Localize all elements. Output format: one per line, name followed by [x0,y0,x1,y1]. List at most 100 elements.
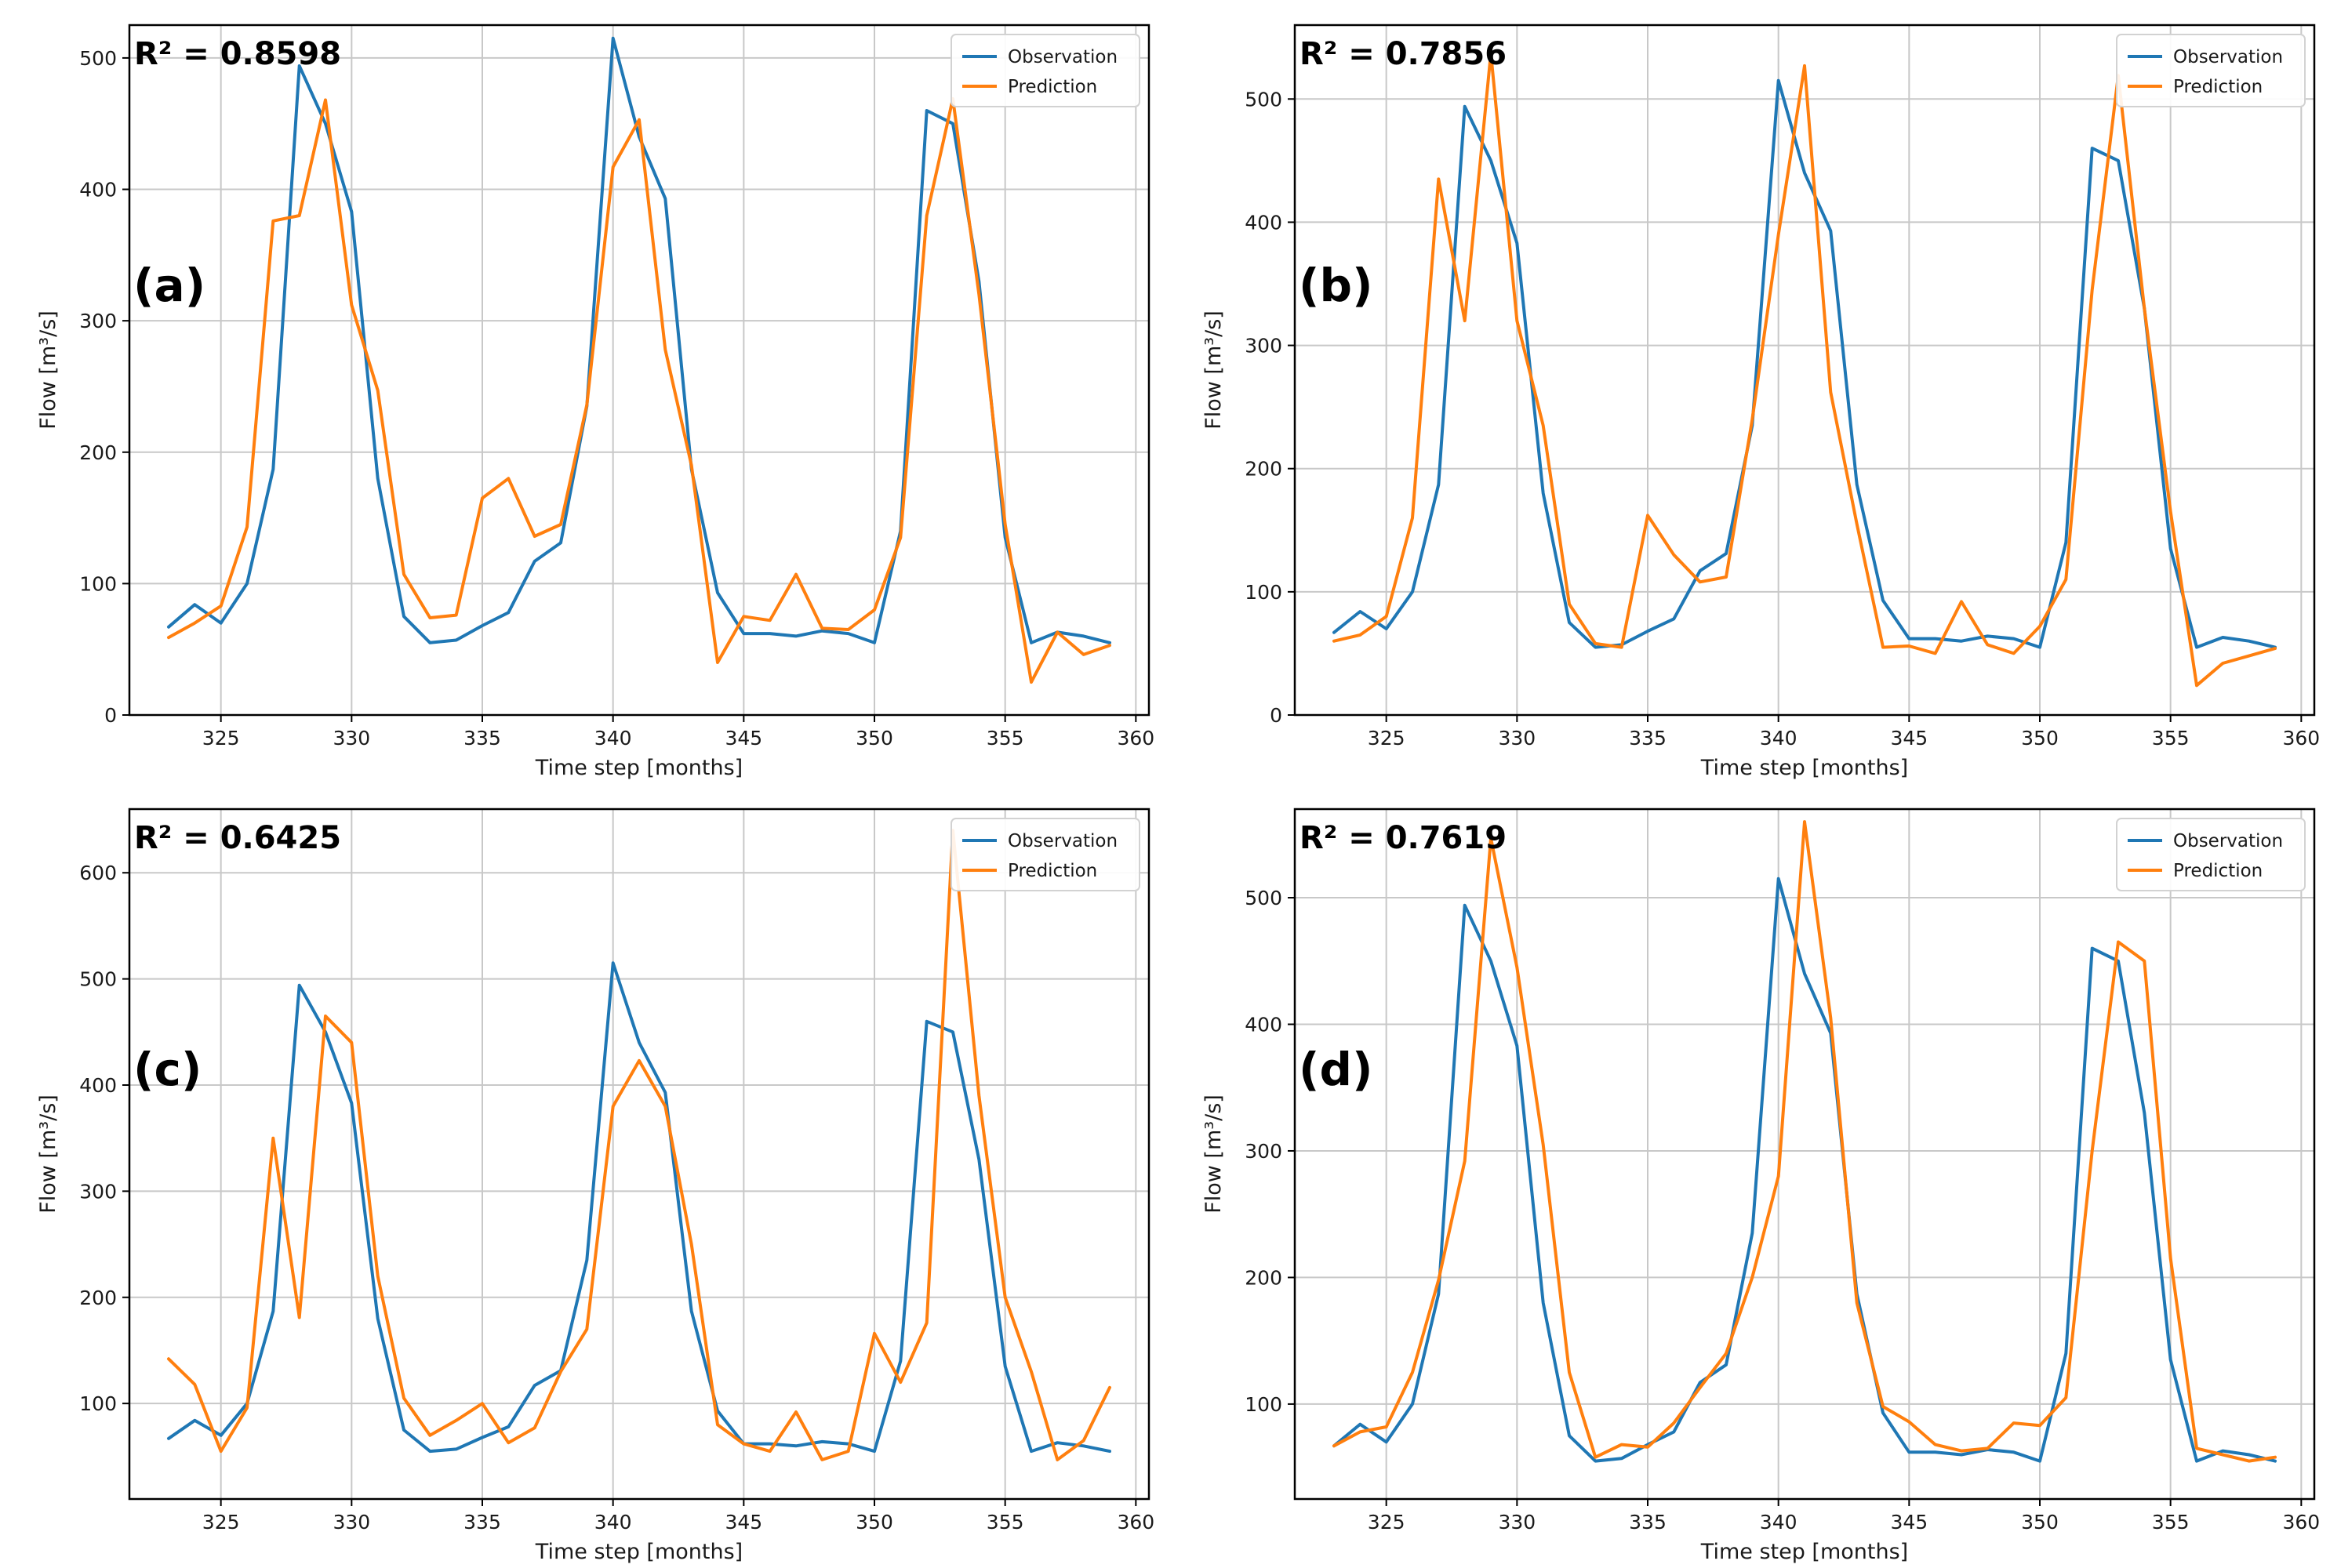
legend-label-prediction: Prediction [1008,861,1097,881]
chart-canvas: 325 330 335 340 345 350 355 360 100 200 300 400 500 6… [36,808,1154,1564]
x-tick-label: 340 [1760,727,1797,750]
plot-frame [128,24,1150,717]
x-tick-label: 330 [1498,1511,1536,1534]
x-tick-label: 360 [1117,1511,1154,1534]
gridlines [129,809,1149,1499]
plot-frame [1293,808,2316,1501]
prediction-series-line [167,829,1111,1461]
x-tick-label: 350 [856,1511,893,1534]
y-tick-label: 0 [104,704,117,727]
x-axis-label: Time step [months] [535,1540,743,1564]
legend-label-observation: Observation [1008,831,1118,851]
legend-label-prediction: Prediction [2173,861,2263,881]
y-tick-label: 500 [79,47,117,70]
y-tick-label: 500 [79,968,117,991]
x-tick-label: 335 [1629,727,1667,750]
gridlines [1295,25,2314,716]
chart-panel-c: 325 330 335 340 345 350 355 360 100 200 300 400 500 6… [0,784,1165,1568]
y-tick-label: 200 [1245,1266,1282,1289]
legend-label-observation: Observation [2173,47,2283,67]
x-tick-label: 325 [202,1511,240,1534]
y-tick-label: 300 [1245,1140,1282,1163]
prediction-series-line [167,96,1111,684]
x-tick-label: 345 [725,1511,762,1534]
x-tick-label: 350 [2021,727,2059,750]
y-tick-label: 300 [79,1180,117,1203]
x-tick-label: 330 [1498,727,1536,750]
y-tick-label: 500 [1245,887,1282,909]
chart-panel-a: 325 330 335 340 345 350 355 360 0 100 200 300 400 500… [0,0,1165,784]
x-axis-label: Time step [months] [1700,756,1908,780]
x-tick-label: 345 [1890,727,1928,750]
r-squared-label: R² = 0.7619 [1299,820,1507,856]
y-tick-label: 300 [1245,335,1282,358]
x-tick-label: 330 [333,727,370,750]
legend-label-observation: Observation [2173,831,2283,851]
x-tick-label: 340 [1760,1511,1797,1534]
x-tick-label: 350 [2021,1511,2059,1534]
legend-label-observation: Observation [1008,47,1118,67]
y-tick-label: 200 [79,1287,117,1309]
legend: Observation Prediction [2116,34,2306,107]
x-tick-label: 350 [856,727,893,750]
legend-label-prediction: Prediction [2173,77,2263,97]
x-tick-label: 340 [594,1511,632,1534]
y-tick-label: 100 [1245,1393,1282,1416]
x-axis-label: Time step [months] [535,756,743,780]
x-tick-label: 325 [1368,727,1405,750]
x-tick-label: 335 [463,727,501,750]
y-tick-label: 100 [79,1392,117,1415]
chart-panel-d: 325 330 335 340 345 350 355 360 100 200 300 400 500 T… [1165,784,2330,1568]
y-tick-label: 400 [79,1074,117,1097]
legend-box [951,34,1140,107]
x-tick-label: 360 [2282,1511,2320,1534]
y-tick-label: 0 [1270,704,1282,727]
panel-label: (b) [1299,259,1373,312]
panel-label: (a) [133,259,205,312]
y-tick-label: 400 [1245,211,1282,234]
x-tick-label: 345 [725,727,762,750]
legend-box [951,818,1140,891]
chart-canvas: 325 330 335 340 345 350 355 360 0 100 200 300 400 500… [36,24,1154,780]
chart-canvas: 325 330 335 340 345 350 355 360 100 200 300 400 500 T… [1201,808,2320,1564]
x-tick-label: 355 [987,1511,1024,1534]
legend-label-prediction: Prediction [1008,77,1097,97]
y-tick-label: 400 [79,179,117,201]
r-squared-label: R² = 0.7856 [1299,36,1507,72]
legend: Observation Prediction [2116,818,2306,891]
legend: Observation Prediction [951,818,1140,891]
y-tick-label: 200 [79,441,117,464]
plot-frame [128,808,1150,1501]
legend-box [2116,818,2306,891]
x-tick-label: 355 [2152,727,2190,750]
x-tick-label: 335 [1629,1511,1667,1534]
observation-series-line [167,36,1111,644]
y-axis-label: Flow [m³/s] [1201,1094,1226,1214]
prediction-series-line [1332,52,2277,688]
panel-label: (c) [133,1043,202,1096]
x-tick-label: 340 [594,727,632,750]
y-axis-label: Flow [m³/s] [36,1094,60,1214]
y-tick-label: 400 [1245,1013,1282,1036]
y-tick-label: 200 [1245,458,1282,481]
x-tick-label: 355 [987,727,1024,750]
r-squared-label: R² = 0.6425 [134,820,341,856]
y-tick-label: 300 [79,310,117,332]
gridlines [1295,809,2314,1499]
x-axis-label: Time step [months] [1700,1540,1908,1564]
chart-canvas: 325 330 335 340 345 350 355 360 0 100 200 300 400 500… [1201,24,2320,780]
observation-series-line [1332,877,2277,1463]
x-tick-label: 335 [463,1511,501,1534]
y-tick-label: 100 [1245,581,1282,604]
prediction-series-line [1332,820,2277,1463]
x-tick-label: 355 [2152,1511,2190,1534]
legend: Observation Prediction [951,34,1140,107]
chart-panel-b: 325 330 335 340 345 350 355 360 0 100 200 300 400 500… [1165,0,2330,784]
y-axis-label: Flow [m³/s] [36,310,60,430]
y-tick-label: 100 [79,572,117,595]
x-tick-label: 360 [1117,727,1154,750]
y-tick-label: 600 [79,862,117,884]
legend-box [2116,34,2306,107]
x-tick-label: 325 [202,727,240,750]
plot-frame [1293,24,2316,717]
